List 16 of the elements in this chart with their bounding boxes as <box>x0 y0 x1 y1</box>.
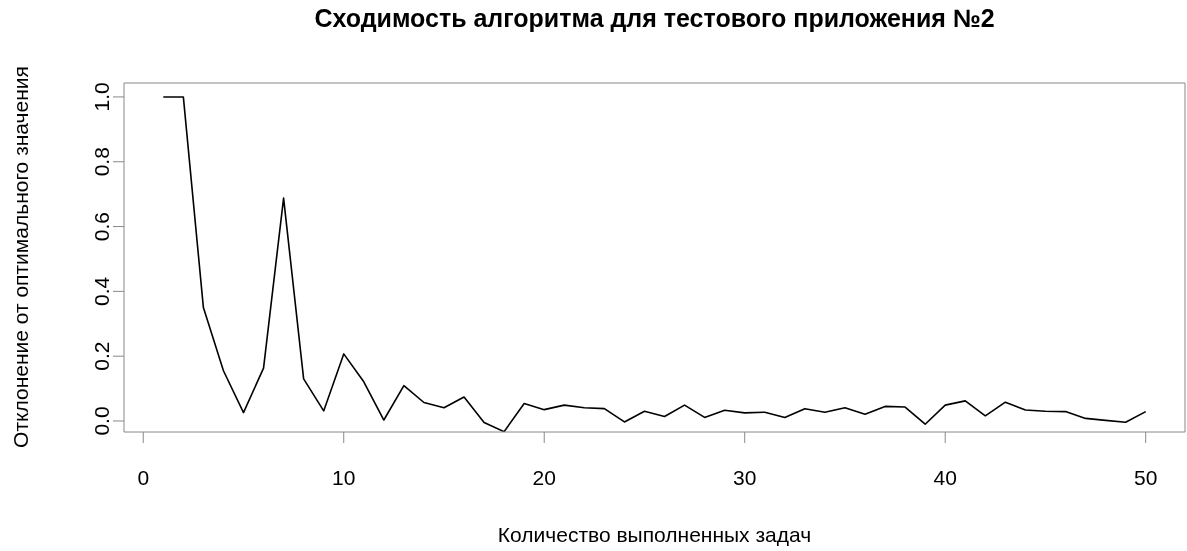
x-tick-label: 0 <box>137 465 150 489</box>
x-tick-label: 40 <box>933 465 957 489</box>
y-tick-label: 0.6 <box>90 211 113 242</box>
x-tick-label: 30 <box>733 465 757 489</box>
x-tick-label: 50 <box>1134 465 1158 489</box>
y-tick-label: 0.8 <box>90 147 113 177</box>
y-axis-title: Отклонение от оптимального значения <box>9 66 33 448</box>
x-axis-title: Количество выполненных задач <box>496 523 813 547</box>
y-tick-label: 0.0 <box>90 406 113 436</box>
y-tick-label: 1.0 <box>90 82 113 112</box>
y-tick-label: 0.4 <box>90 276 113 306</box>
line-series <box>162 96 1147 432</box>
x-tick-label: 10 <box>332 465 356 489</box>
chart-title: Сходимость алгоритма для тестового приложения №2 <box>313 4 996 33</box>
x-tick-label: 20 <box>532 465 556 489</box>
y-tick-label: 0.2 <box>90 341 113 371</box>
